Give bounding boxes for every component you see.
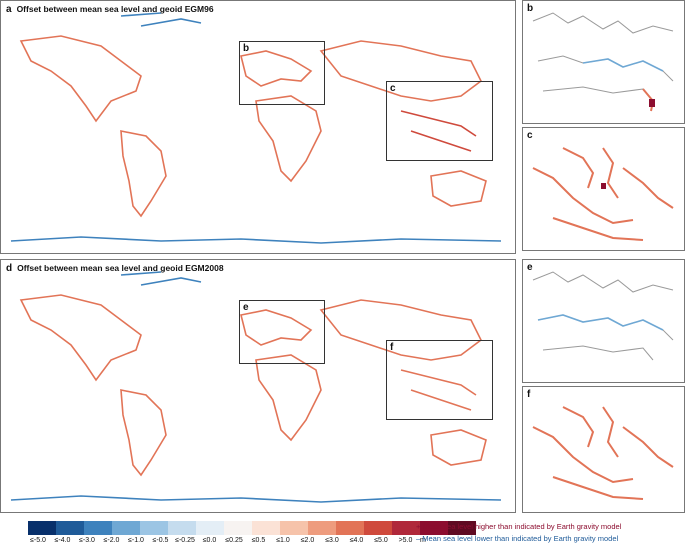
- coastline-segment: [10, 495, 502, 503]
- legend-swatch: [420, 521, 448, 535]
- map-panel-d: d Offset between mean sea level and geoid…: [0, 259, 516, 513]
- world-map-egm96: [10, 12, 502, 244]
- coastline-segment: [120, 389, 167, 477]
- inset-label-e: e: [527, 262, 533, 273]
- legend-swatch: [56, 521, 84, 535]
- inset-map-mediterranean-2008: [532, 271, 674, 361]
- inset-map-indonesia-2008: [532, 406, 674, 500]
- legend-unit: m: [420, 537, 426, 544]
- legend-tick-label: ≤-0.5: [152, 537, 169, 544]
- legend-swatch: [84, 521, 112, 535]
- map-panel-a: a Offset between mean sea level and geoid…: [0, 0, 516, 254]
- coastline-segment: [400, 110, 477, 152]
- legend-swatch: [112, 521, 140, 535]
- inset-box-e: e: [239, 300, 325, 364]
- coastline-segment: [319, 299, 483, 361]
- inset-panel-b: b: [522, 0, 685, 124]
- inset-box-c: c: [386, 81, 493, 161]
- coastline-segment: [255, 95, 322, 183]
- legend-swatch: [196, 521, 224, 535]
- legend-swatch: [448, 521, 476, 535]
- coastline-segment: [400, 369, 477, 411]
- legend-swatch: [336, 521, 364, 535]
- legend-swatch: [252, 521, 280, 535]
- coastline-segment: [430, 170, 487, 207]
- inset-label-f: f: [527, 389, 531, 400]
- legend-tick-label: ≤-1.0: [128, 537, 144, 544]
- legend-swatch: [168, 521, 196, 535]
- inset-box-b: b: [239, 41, 325, 105]
- color-legend: [28, 521, 476, 535]
- legend-tick-label: ≤-4.0: [54, 537, 71, 544]
- legend-swatch: [224, 521, 252, 535]
- inset-label-b: b: [527, 3, 534, 14]
- legend-tick-label: ≤0.0: [202, 537, 217, 544]
- note-higher: + Mean sea level higher than indicated b…: [416, 522, 622, 531]
- inset-box-f: f: [386, 340, 493, 420]
- inset-map-indonesia: [532, 147, 674, 241]
- legend-tick-label: ≤3.0: [325, 537, 339, 544]
- coastline-segment: [255, 354, 322, 442]
- note-lower: – Mean sea level lower than indicated by…: [416, 534, 619, 543]
- legend-swatch: [392, 521, 420, 535]
- coastline-segment: [120, 12, 202, 27]
- coastline-segment: [240, 50, 313, 87]
- legend-swatch: [308, 521, 336, 535]
- coastline-segment: [240, 309, 313, 346]
- coastline-segment: [19, 294, 142, 382]
- legend-tick-label: ≤4.0: [349, 537, 364, 544]
- legend-tick-label: ≤0.25: [225, 537, 243, 544]
- legend-tick-label: >5.0: [398, 537, 413, 544]
- coastline-segment: [430, 429, 487, 466]
- coastline-segment: [120, 271, 202, 286]
- coastline-segment: [120, 130, 167, 218]
- legend-tick-label: ≤5.0: [374, 537, 388, 544]
- inset-panel-c: c: [522, 127, 685, 251]
- inset-panel-f: f: [522, 386, 685, 513]
- legend-swatch: [140, 521, 168, 535]
- world-map-egm2008: [10, 271, 502, 503]
- panel-title-a: a Offset between mean sea level and geoid…: [6, 4, 214, 15]
- coastline-segment: [10, 236, 502, 244]
- inset-panel-e: e: [522, 259, 685, 383]
- coastline-segment: [19, 35, 142, 123]
- legend-tick-label: ≤0.5: [251, 537, 266, 544]
- legend-tick-label: ≤-5.0: [30, 537, 46, 544]
- legend-tick-label: ≤2.0: [300, 537, 315, 544]
- inset-map-mediterranean: [532, 12, 674, 112]
- legend-swatch: [364, 521, 392, 535]
- legend-tick-label: ≤-2.0: [103, 537, 120, 544]
- legend-tick-label: ≤1.0: [276, 537, 290, 544]
- legend-tick-label: ≤-3.0: [79, 537, 95, 544]
- legend-tick-label: ≤-0.25: [175, 537, 195, 544]
- coastline-segment: [319, 40, 483, 102]
- legend-swatch: [28, 521, 56, 535]
- inset-label-c: c: [527, 130, 533, 141]
- legend-swatch: [280, 521, 308, 535]
- panel-title-d: d Offset between mean sea level and geoid…: [6, 263, 224, 274]
